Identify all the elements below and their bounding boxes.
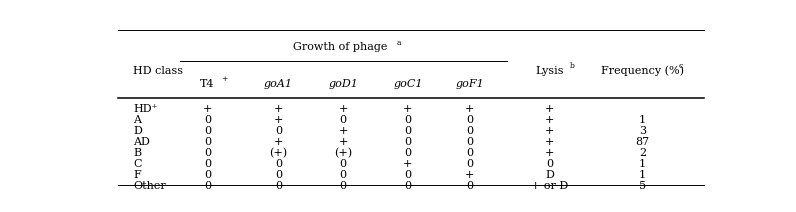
Text: +: + (338, 126, 348, 136)
Text: +: + (545, 115, 555, 125)
Text: 0: 0 (404, 115, 412, 125)
Text: 0: 0 (204, 115, 211, 125)
Text: +: + (545, 137, 555, 147)
Text: 0: 0 (275, 159, 282, 169)
Text: +: + (203, 104, 213, 114)
Text: + or D: + or D (531, 181, 568, 191)
Text: 1: 1 (639, 159, 646, 169)
Text: +: + (545, 126, 555, 136)
Text: +: + (465, 170, 474, 180)
Text: 0: 0 (340, 115, 347, 125)
Text: goD1: goD1 (328, 79, 358, 89)
Text: 0: 0 (466, 181, 473, 191)
Text: 0: 0 (275, 170, 282, 180)
Text: 0: 0 (466, 159, 473, 169)
Text: 1: 1 (639, 170, 646, 180)
Text: +: + (404, 104, 412, 114)
Text: 0: 0 (204, 181, 211, 191)
Text: 0: 0 (340, 181, 347, 191)
Text: Other: Other (134, 181, 166, 191)
Text: D: D (134, 126, 142, 136)
Text: 0: 0 (204, 137, 211, 147)
Text: 0: 0 (204, 170, 211, 180)
Text: 0: 0 (466, 148, 473, 158)
Text: B: B (134, 148, 142, 158)
Text: a: a (397, 39, 401, 47)
Text: (+): (+) (334, 148, 353, 158)
Text: +: + (274, 115, 283, 125)
Text: 0: 0 (204, 159, 211, 169)
Text: +: + (545, 104, 555, 114)
Text: +: + (274, 104, 283, 114)
Text: T4: T4 (201, 79, 215, 89)
Text: 0: 0 (340, 170, 347, 180)
Text: goA1: goA1 (264, 79, 293, 89)
Text: goC1: goC1 (393, 79, 423, 89)
Text: 0: 0 (466, 137, 473, 147)
Text: HD class: HD class (134, 66, 183, 76)
Text: 0: 0 (404, 137, 412, 147)
Text: goF1: goF1 (455, 79, 484, 89)
Text: +: + (274, 137, 283, 147)
Text: +: + (338, 137, 348, 147)
Text: C: C (134, 159, 142, 169)
Text: +: + (338, 104, 348, 114)
Text: b: b (570, 62, 575, 70)
Text: Lysis: Lysis (536, 66, 564, 76)
Text: 0: 0 (404, 181, 412, 191)
Text: +: + (221, 75, 228, 83)
Text: (+): (+) (269, 148, 287, 158)
Text: Frequency (%): Frequency (%) (601, 66, 684, 77)
Text: 0: 0 (404, 170, 412, 180)
Text: +: + (465, 104, 474, 114)
Text: 0: 0 (204, 148, 211, 158)
Text: 5: 5 (639, 181, 646, 191)
Text: +: + (404, 159, 412, 169)
Text: 0: 0 (404, 148, 412, 158)
Text: 0: 0 (546, 159, 553, 169)
Text: 0: 0 (404, 126, 412, 136)
Text: HD⁺: HD⁺ (134, 104, 158, 114)
Text: 2: 2 (639, 148, 646, 158)
Text: 0: 0 (466, 115, 473, 125)
Text: AD: AD (134, 137, 150, 147)
Text: 0: 0 (466, 126, 473, 136)
Text: A: A (134, 115, 142, 125)
Text: 0: 0 (275, 181, 282, 191)
Text: 0: 0 (275, 126, 282, 136)
Text: 0: 0 (204, 126, 211, 136)
Text: 3: 3 (639, 126, 646, 136)
Text: 1: 1 (639, 115, 646, 125)
Text: 87: 87 (635, 137, 650, 147)
Text: D: D (545, 170, 554, 180)
Text: 0: 0 (340, 159, 347, 169)
Text: +: + (545, 148, 555, 158)
Text: Growth of phage: Growth of phage (293, 42, 388, 52)
Text: c: c (679, 62, 683, 70)
Text: F: F (134, 170, 141, 180)
